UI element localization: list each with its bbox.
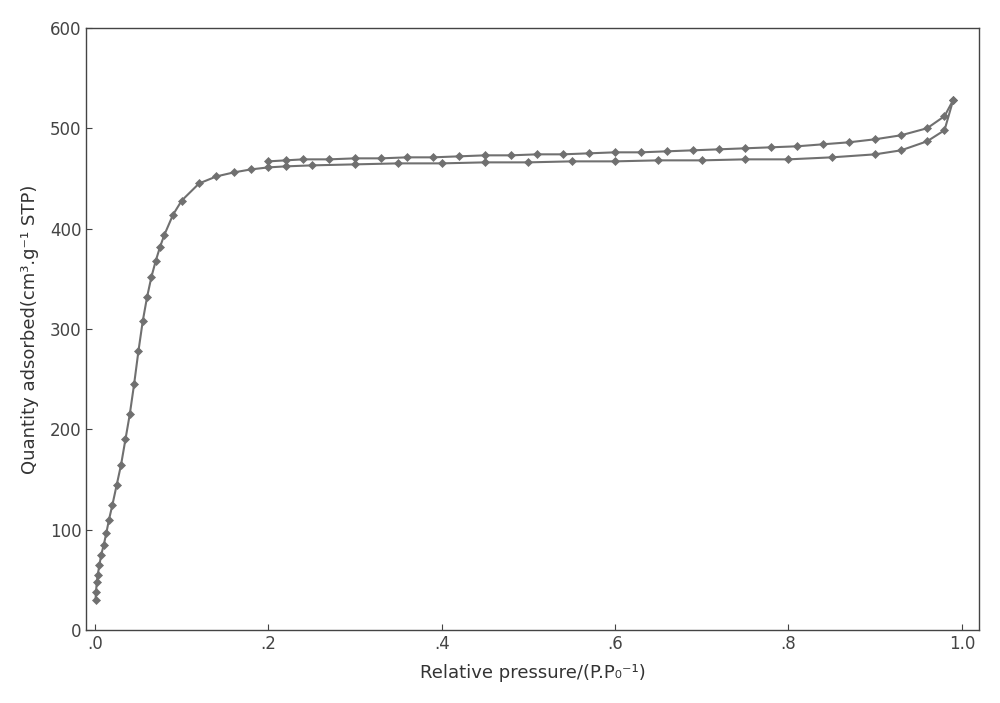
Y-axis label: Quantity adsorbed(cm³.g⁻¹ STP): Quantity adsorbed(cm³.g⁻¹ STP)	[21, 184, 39, 474]
X-axis label: Relative pressure/(P.P₀⁻¹): Relative pressure/(P.P₀⁻¹)	[420, 664, 646, 682]
